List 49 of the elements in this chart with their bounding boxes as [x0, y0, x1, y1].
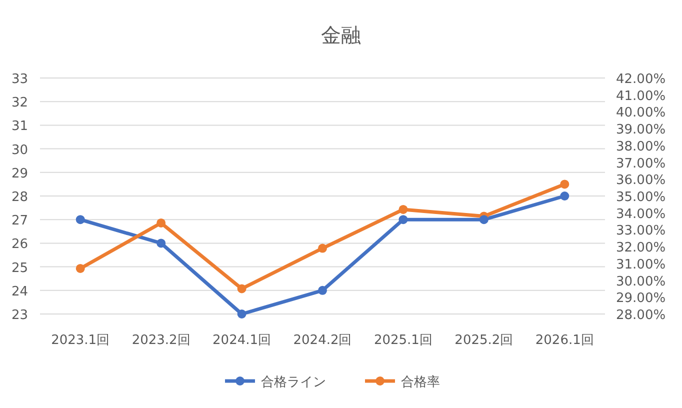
x-tick-label: 2023.2回 [132, 333, 190, 348]
x-tick-label: 2025.2回 [454, 333, 514, 348]
y2-tick-label: 28.00% [616, 308, 666, 323]
legend-label: 合格ライン [261, 375, 326, 390]
x-tick-label: 2025.1回 [374, 333, 432, 348]
y2-tick-label: 40.00% [616, 106, 666, 121]
y-tick-label: 31 [11, 119, 28, 134]
y2-tick-label: 39.00% [616, 122, 666, 138]
y2-tick-label: 37.00% [616, 156, 666, 172]
y2-tick-label: 36.00% [616, 173, 666, 188]
y-tick-label: 27 [11, 214, 28, 229]
y2-tick-label: 41.00% [616, 88, 666, 104]
point [76, 215, 85, 224]
x-tick-label: 2026.1回 [535, 333, 594, 348]
x-tick-label: 2024.1回 [212, 333, 272, 348]
point [156, 238, 166, 248]
y2-tick-label: 29.00% [616, 291, 666, 306]
y2-tick-label: 30.00% [616, 274, 666, 290]
x-tick-label: 2023.1回 [51, 333, 110, 348]
y2-tick-label: 33.00% [616, 224, 666, 239]
y-tick-label: 32 [11, 96, 28, 111]
y-tick-label: 26 [11, 237, 28, 252]
chart-title: 金融 [321, 23, 361, 47]
y-tick-label: 25 [11, 260, 28, 276]
point [560, 180, 570, 189]
point [237, 310, 246, 318]
legend-label: 合格率 [401, 374, 440, 390]
y-tick-label: 29 [11, 166, 28, 182]
y-tick-label: 30 [11, 142, 28, 158]
x-tick-label: 2024.2回 [293, 333, 352, 348]
y2-tick-label: 34.00% [616, 206, 666, 222]
y2-tick-label: 38.00% [616, 139, 666, 154]
y2-tick-label: 35.00% [616, 190, 666, 205]
y-tick-label: 33 [11, 72, 28, 87]
y-tick-label: 28 [11, 190, 28, 205]
y-tick-label: 24 [11, 284, 28, 300]
point [156, 218, 166, 228]
point [398, 215, 408, 224]
y2-tick-label: 31.00% [616, 257, 666, 272]
y-tick-label: 23 [11, 308, 28, 323]
point [237, 284, 246, 294]
point [318, 244, 327, 253]
point [318, 286, 327, 295]
y2-tick-label: 42.00% [616, 72, 666, 87]
point [479, 215, 488, 224]
point [76, 264, 85, 273]
point [398, 204, 408, 214]
point [560, 192, 570, 200]
y2-tick-label: 32.00% [616, 240, 666, 256]
